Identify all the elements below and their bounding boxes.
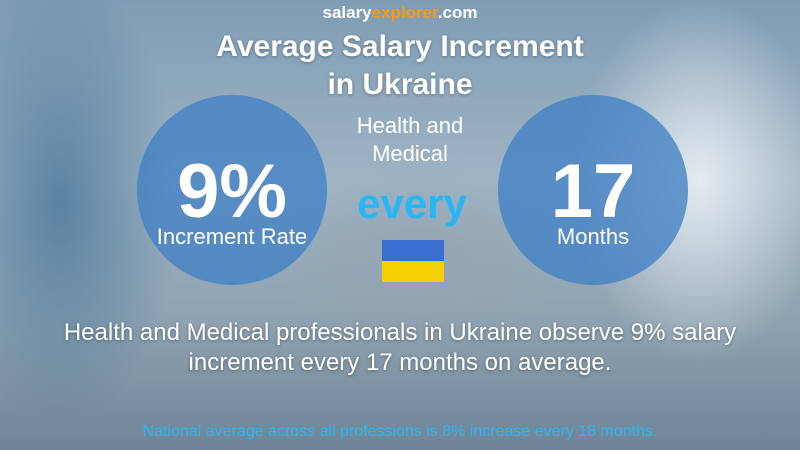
description: Health and Medical professionals in Ukra… [63, 319, 737, 376]
flag-stripe [382, 240, 444, 261]
rate-value: 9% [177, 149, 287, 234]
logo-part: .com [437, 3, 478, 22]
rate-circle [137, 95, 327, 285]
footnote: National average across all professions … [142, 423, 658, 440]
rate-label: Increment Rate [156, 224, 308, 249]
subtitle: Health and Medical [356, 113, 464, 166]
logo-part: explorer [371, 3, 438, 22]
flag [382, 240, 444, 282]
flag-stripe [382, 261, 444, 282]
period-label: Months [556, 224, 630, 249]
logo-part: salary [322, 3, 372, 22]
period-value: 17 [550, 149, 636, 234]
title-line: in Ukraine [327, 68, 473, 101]
period-circle [498, 95, 688, 285]
title-line: Average Salary Increment [216, 30, 584, 63]
connector: every [357, 180, 467, 227]
logo[interactable]: salaryexplorer.com [0, 3, 800, 23]
